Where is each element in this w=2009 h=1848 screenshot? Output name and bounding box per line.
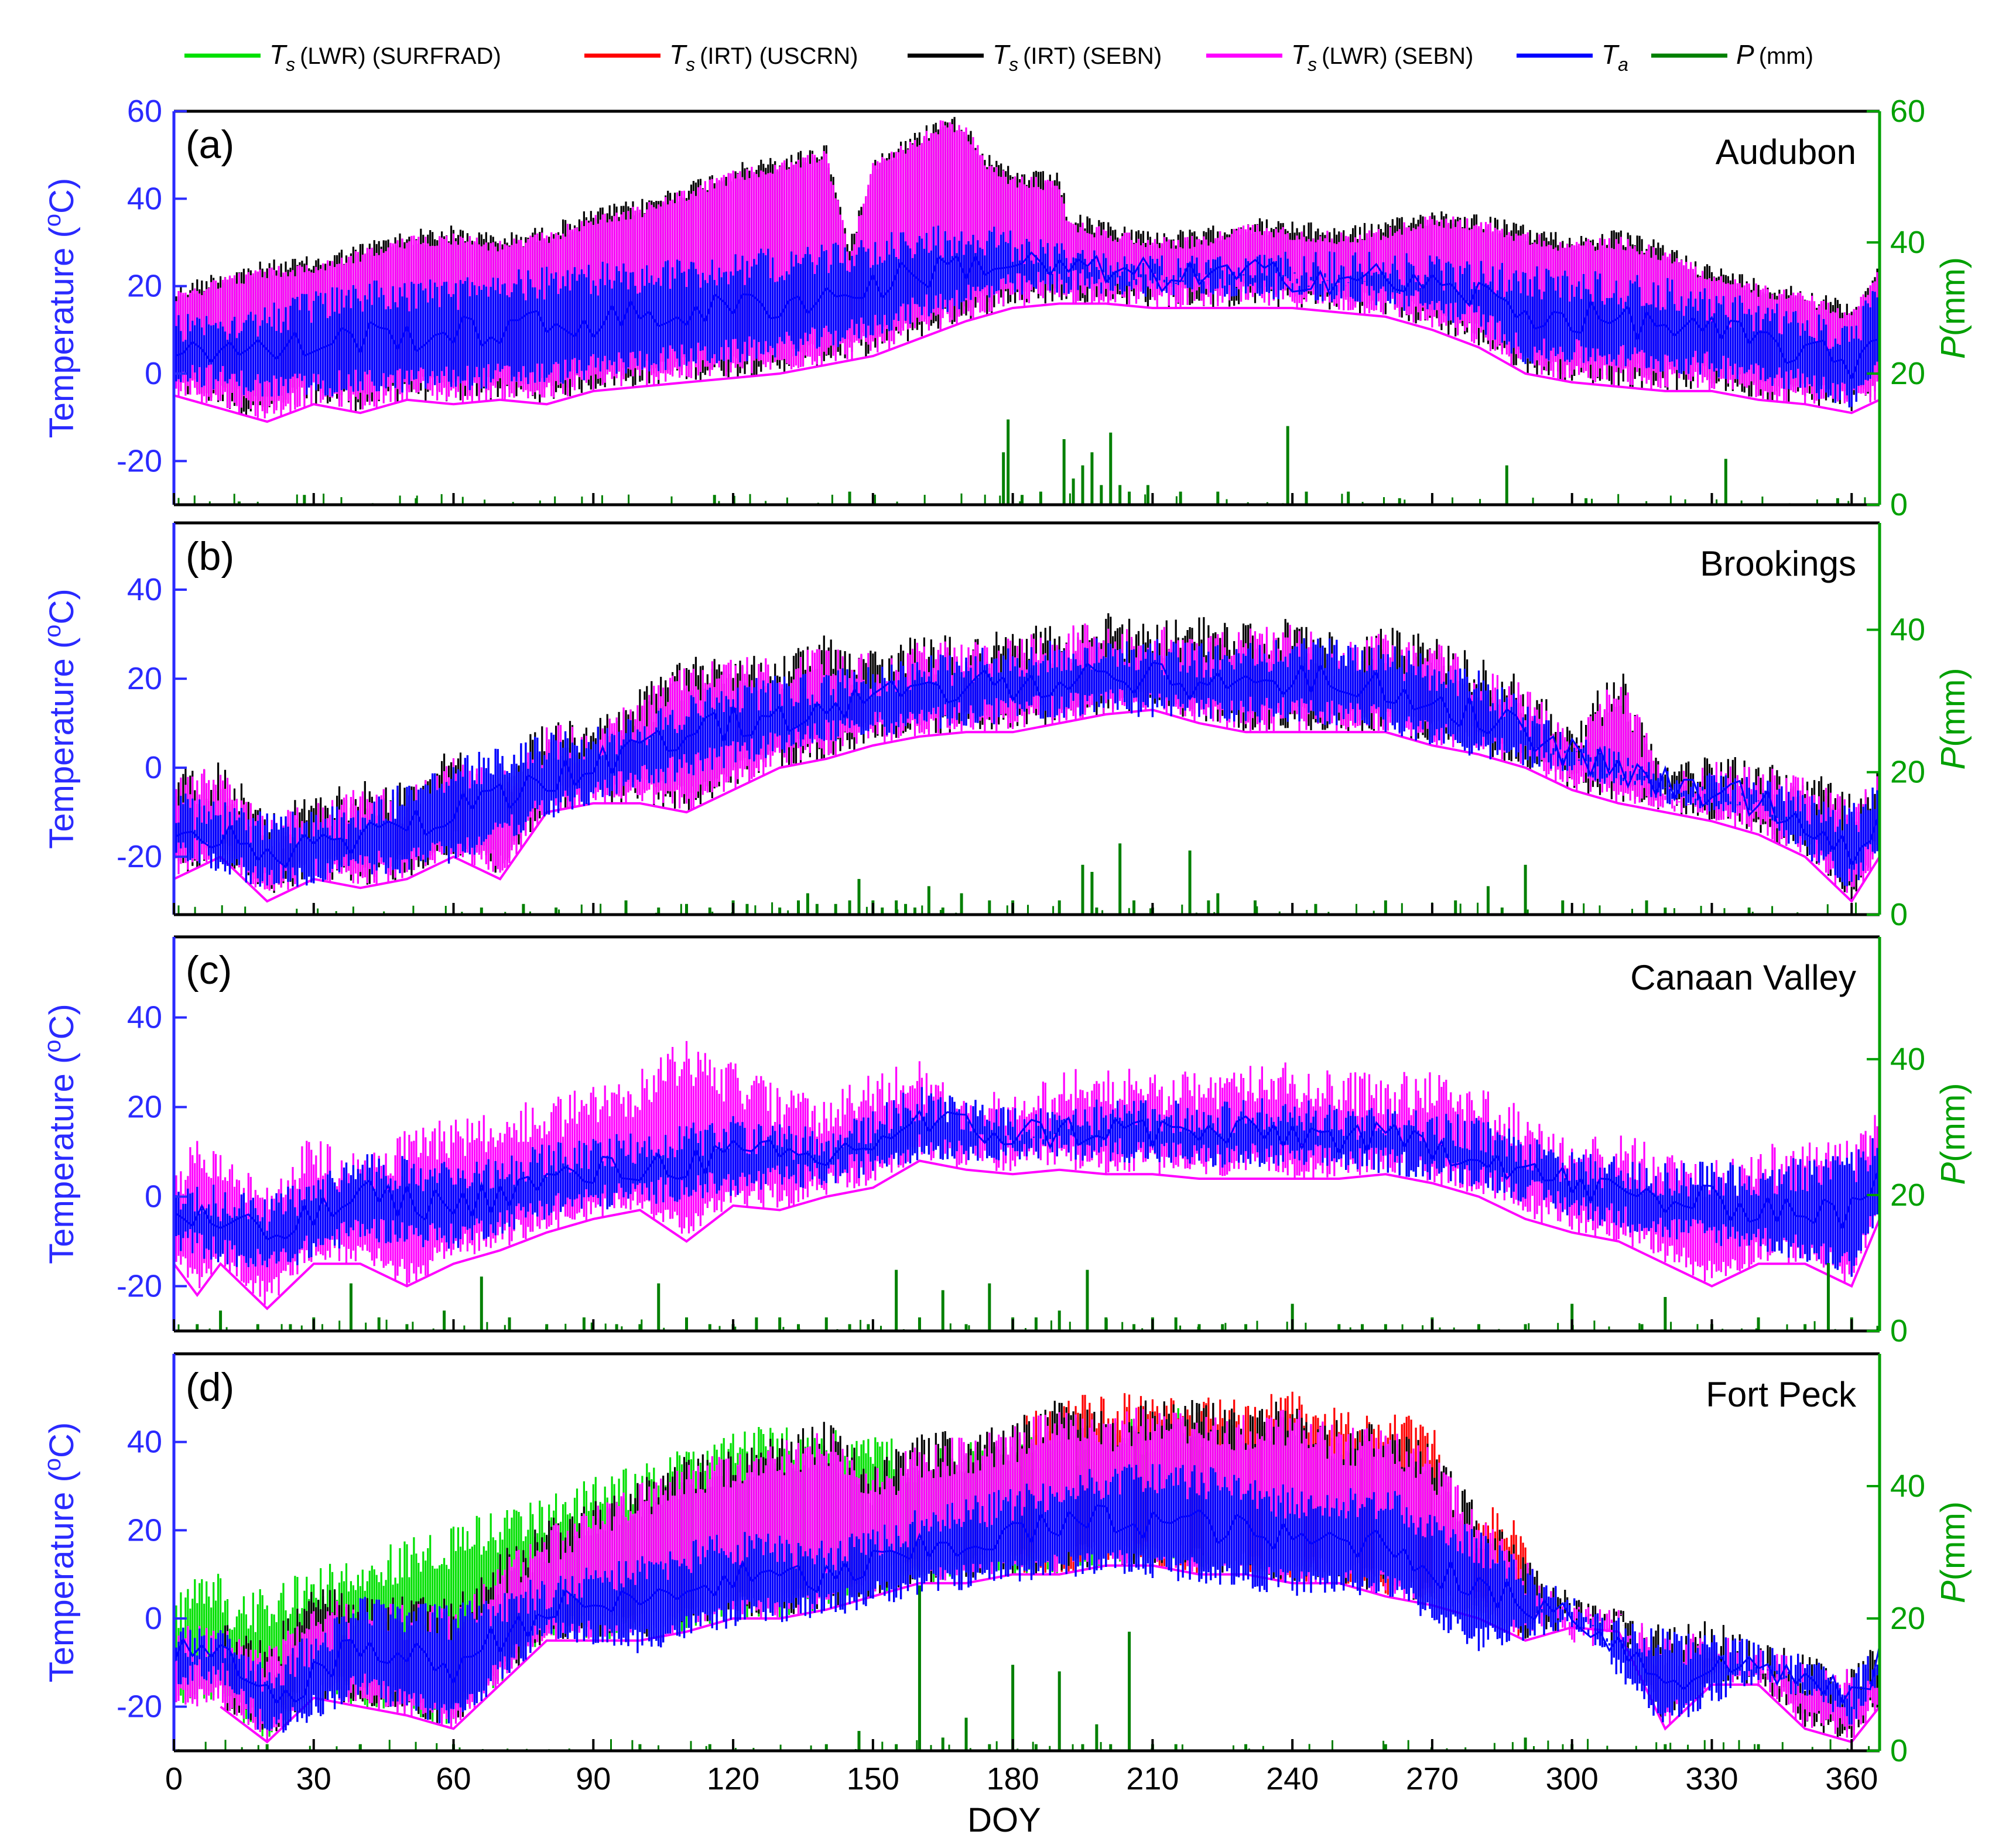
x-axis-label: DOY	[967, 1801, 1041, 1839]
series-ta-trace	[174, 1110, 1880, 1241]
panel-label: (d)	[186, 1365, 234, 1409]
y2-tick-label: 20	[1890, 755, 1925, 790]
y-tick-label: 40	[127, 1425, 162, 1460]
y2-tick-label: 20	[1890, 1178, 1925, 1213]
y2-axis-label: P(mm)	[1934, 668, 1972, 770]
legend: Ts (LWR) (SURFRAD) Ts (IRT) (USCRN) Ts (IRT) …	[184, 39, 1813, 75]
site-name: Fort Peck	[1706, 1375, 1857, 1414]
y-axis-label: Temperature (oC)	[40, 178, 81, 438]
site-name: Audubon	[1716, 132, 1856, 172]
y-axis-label: Temperature (oC)	[40, 1004, 81, 1264]
y-tick-label: 0	[145, 750, 162, 785]
panel-label: (b)	[186, 534, 234, 579]
legend-item-3: Ts (LWR) (SEBN)	[1206, 39, 1473, 75]
x-tick-label: 180	[987, 1761, 1039, 1796]
y-tick-label: 60	[127, 94, 162, 129]
x-tick-label: 210	[1126, 1761, 1179, 1796]
legend-label: Ts (IRT) (USCRN)	[669, 39, 858, 75]
site-name: Brookings	[1700, 544, 1856, 583]
panels: 60 40 20 0 -20 60 40 20 0 (a) Audubon Temperature (…	[40, 94, 1972, 1796]
plot-area	[174, 117, 1880, 505]
x-tick-label: 240	[1266, 1761, 1319, 1796]
legend-item-0: Ts (LWR) (SURFRAD)	[184, 39, 501, 75]
y2-tick-label: 0	[1890, 897, 1908, 932]
y2-tick-label: 0	[1890, 1733, 1908, 1768]
y2-tick-label: 40	[1890, 225, 1925, 260]
series-ta-trace	[174, 1504, 1880, 1706]
legend-item-2: Ts (IRT) (SEBN)	[908, 39, 1162, 75]
y2-tick-label: 0	[1890, 487, 1908, 522]
x-tick-label: 330	[1685, 1761, 1738, 1796]
x-tick-label: 90	[576, 1761, 611, 1796]
y-tick-label: -20	[117, 839, 162, 874]
y2-tick-label: 0	[1890, 1313, 1908, 1349]
y-tick-label: 0	[145, 1601, 162, 1636]
panel-label: (a)	[186, 122, 234, 167]
series-ta	[174, 1087, 1880, 1277]
y-tick-label: 20	[127, 1512, 162, 1548]
precip-bars	[177, 843, 1857, 915]
x-tick-label: 360	[1825, 1761, 1878, 1796]
y2-axis-label: P(mm)	[1934, 1083, 1972, 1185]
y2-axis-label: P(mm)	[1934, 1501, 1972, 1603]
y-tick-label: 20	[127, 269, 162, 304]
y-axis-label: Temperature (oC)	[40, 588, 81, 848]
series-ta-trace	[174, 661, 1880, 869]
panel-audubon: 60 40 20 0 -20 60 40 20 0 (a) Audubon Temperature (…	[40, 94, 1972, 522]
legend-label: P (mm)	[1736, 39, 1813, 70]
series-ts-min-trace	[174, 1159, 1880, 1310]
y-axis-label: Temperature (oC)	[40, 1422, 81, 1682]
y2-tick-label: 20	[1890, 356, 1925, 391]
y-tick-label: 40	[127, 1000, 162, 1035]
y-tick-label: 0	[145, 1179, 162, 1214]
panel-label: (c)	[186, 948, 232, 993]
y-tick-label: 20	[127, 661, 162, 696]
y-tick-label: -20	[117, 443, 162, 478]
y2-tick-label: 60	[1890, 94, 1925, 129]
legend-item-1: Ts (IRT) (USCRN)	[584, 39, 858, 75]
panel-brookings: 40 20 0 -20 40 20 0 (b) Brookings Temperature (oC…	[40, 521, 1972, 932]
legend-label: Ts (IRT) (SEBN)	[992, 39, 1162, 75]
y2-tick-label: 20	[1890, 1601, 1925, 1636]
plot-area	[174, 1391, 1880, 1751]
y2-tick-label: 40	[1890, 612, 1925, 647]
y-tick-label: 0	[145, 356, 162, 391]
x-tick-label: 300	[1546, 1761, 1599, 1796]
x-tick-label: 0	[165, 1761, 183, 1796]
series-ts-min-trace	[174, 709, 1880, 904]
y2-tick-label: 40	[1890, 1042, 1925, 1077]
x-tick-label: 30	[296, 1761, 331, 1796]
panel-canaan-valley: 40 20 0 -20 40 20 0 (c) Canaan Valley Temperature…	[40, 935, 1972, 1349]
y-tick-label: 20	[127, 1090, 162, 1125]
plot-area	[174, 613, 1880, 915]
legend-label: Ts (LWR) (SURFRAD)	[269, 39, 501, 75]
x-tick-label: 60	[436, 1761, 471, 1796]
legend-item-4: Ta	[1517, 39, 1628, 75]
series-ta	[174, 638, 1880, 887]
plot-area	[174, 1041, 1880, 1331]
x-tick-label: 150	[847, 1761, 899, 1796]
x-tick-label: 270	[1406, 1761, 1459, 1796]
legend-item-5: P (mm)	[1651, 39, 1813, 70]
series-ts-min-trace	[174, 302, 1880, 423]
y-tick-label: 40	[127, 181, 162, 216]
series-ta-trace	[174, 251, 1880, 382]
x-tick-label: 120	[707, 1761, 759, 1796]
y2-axis-label: P(mm)	[1934, 257, 1972, 359]
y2-tick-label: 40	[1890, 1469, 1925, 1504]
y-tick-label: 40	[127, 572, 162, 607]
legend-label: Ts (LWR) (SEBN)	[1291, 39, 1473, 75]
legend-label: Ta	[1601, 39, 1628, 75]
y-tick-label: -20	[117, 1689, 162, 1724]
site-name: Canaan Valley	[1630, 958, 1856, 997]
y-tick-label: -20	[117, 1269, 162, 1304]
panel-fort-peck: 40 20 0 -20 40 20 0 0 30 60 90 120 150 180 210 240 270 30…	[40, 1352, 1972, 1796]
